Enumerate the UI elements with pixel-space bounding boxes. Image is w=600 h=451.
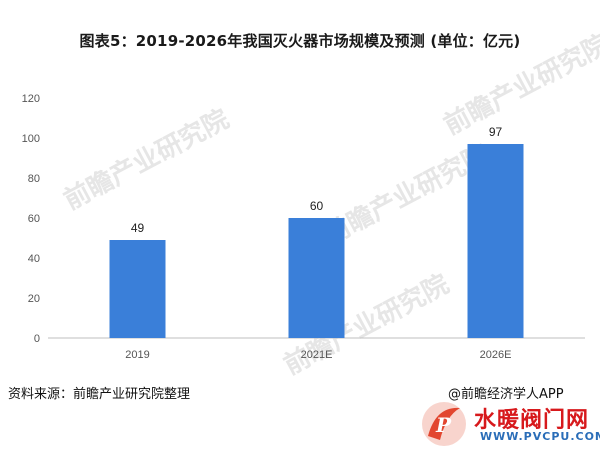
logo-url: WWW.PVCPU.COM (480, 430, 600, 443)
x-axis: 2019 2021E 2026E (125, 349, 511, 361)
credit-note: @前瞻经济学人APP (448, 387, 564, 402)
x-tick-label: 2026E (480, 349, 512, 361)
svg-text:P: P (435, 413, 452, 437)
x-tick-label: 2021E (301, 349, 333, 361)
y-tick-label: 100 (22, 133, 40, 145)
bar (109, 240, 166, 338)
data-label: 97 (489, 125, 503, 139)
y-tick-label: 20 (28, 293, 40, 305)
y-tick-label: 80 (28, 173, 40, 185)
chart-title: 图表5：2019-2026年我国灭火器市场规模及预测 (单位：亿元) (79, 32, 521, 50)
data-label: 49 (131, 221, 145, 235)
bar (467, 144, 524, 338)
source-note: 资料来源：前瞻产业研究院整理 (8, 387, 191, 402)
x-tick-label: 2019 (125, 349, 149, 361)
y-tick-label: 120 (22, 93, 40, 105)
site-logo: P 水暖阀门网 WWW.PVCPU.COM (416, 396, 600, 451)
bars (109, 144, 524, 338)
watermark-text: 前瞻产业研究院 (59, 103, 234, 216)
y-axis: 0 20 40 60 80 100 120 (22, 93, 40, 345)
value-labels: 49 60 97 (131, 125, 503, 235)
y-tick-label: 0 (34, 333, 40, 345)
pv-logo-icon: P (422, 402, 466, 446)
y-tick-label: 60 (28, 213, 40, 225)
watermark-text: 前瞻产业研究院 (439, 28, 600, 141)
y-tick-label: 40 (28, 253, 40, 265)
logo-name: 水暖阀门网 (474, 408, 590, 433)
data-label: 60 (310, 199, 324, 213)
bar (288, 218, 345, 338)
